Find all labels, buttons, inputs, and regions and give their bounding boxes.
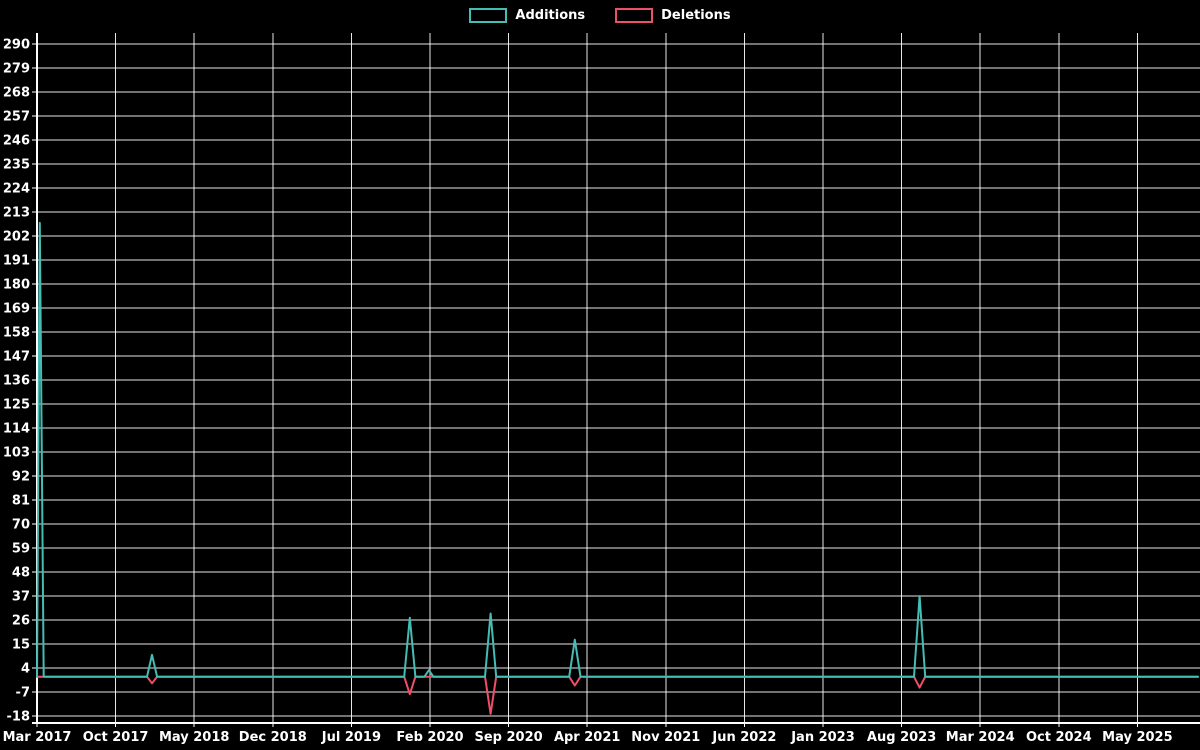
svg-text:-7: -7 — [16, 686, 30, 701]
svg-text:202: 202 — [3, 230, 30, 245]
svg-text:59: 59 — [12, 542, 30, 557]
svg-text:Jul 2019: Jul 2019 — [321, 730, 381, 745]
svg-text:Nov 2021: Nov 2021 — [631, 730, 700, 745]
svg-text:257: 257 — [3, 110, 30, 125]
additions-swatch-icon — [469, 8, 508, 23]
svg-text:Mar 2017: Mar 2017 — [3, 730, 72, 745]
svg-text:Jan 2023: Jan 2023 — [790, 730, 855, 745]
svg-text:Aug 2023: Aug 2023 — [867, 730, 936, 745]
svg-text:147: 147 — [3, 350, 30, 365]
series-additions — [36, 221, 1199, 678]
gridlines — [36, 33, 1200, 723]
legend-item-deletions[interactable]: Deletions — [615, 8, 731, 23]
svg-text:169: 169 — [3, 302, 30, 317]
svg-text:180: 180 — [3, 278, 30, 293]
deletions-swatch-icon — [615, 8, 654, 23]
legend-item-additions[interactable]: Additions — [469, 8, 585, 23]
svg-text:213: 213 — [3, 206, 30, 221]
svg-text:15: 15 — [12, 638, 30, 653]
svg-text:81: 81 — [12, 494, 30, 509]
svg-text:235: 235 — [3, 158, 30, 173]
svg-text:May 2018: May 2018 — [159, 730, 230, 745]
svg-text:May 2025: May 2025 — [1102, 730, 1173, 745]
svg-text:70: 70 — [12, 518, 30, 533]
svg-text:-18: -18 — [7, 710, 31, 725]
svg-text:Oct 2017: Oct 2017 — [83, 730, 149, 745]
svg-text:290: 290 — [3, 38, 30, 53]
svg-text:26: 26 — [12, 614, 30, 629]
x-axis-labels: Mar 2017 Oct 2017 May 2018 Dec 2018 Jul 2019… — [3, 730, 1173, 745]
svg-text:Dec 2018: Dec 2018 — [239, 730, 307, 745]
svg-text:114: 114 — [3, 422, 30, 437]
svg-text:92: 92 — [12, 470, 30, 485]
svg-text:Apr 2021: Apr 2021 — [554, 730, 621, 745]
series-deletions — [36, 675, 1199, 715]
y-axis-labels: -18 -7 4 15 26 37 48 59 70 81 92 103 114 125 136 147 158… — [3, 38, 30, 725]
svg-text:4: 4 — [21, 662, 30, 677]
svg-text:Sep 2020: Sep 2020 — [474, 730, 542, 745]
svg-text:Mar 2024: Mar 2024 — [946, 730, 1015, 745]
svg-text:158: 158 — [3, 326, 30, 341]
svg-text:125: 125 — [3, 398, 30, 413]
svg-text:103: 103 — [3, 446, 30, 461]
legend-label-additions: Additions — [515, 8, 586, 23]
svg-text:268: 268 — [3, 86, 30, 101]
svg-text:246: 246 — [3, 134, 30, 149]
svg-text:224: 224 — [3, 182, 30, 197]
legend-label-deletions: Deletions — [661, 8, 731, 23]
tick-marks — [32, 43, 1138, 727]
svg-text:Feb 2020: Feb 2020 — [396, 730, 463, 745]
chart-legend: Additions Deletions — [0, 8, 1200, 23]
svg-text:Jun 2022: Jun 2022 — [711, 730, 776, 745]
svg-text:48: 48 — [12, 566, 30, 581]
svg-text:191: 191 — [3, 254, 30, 269]
svg-text:136: 136 — [3, 374, 30, 389]
svg-text:Oct 2024: Oct 2024 — [1026, 730, 1092, 745]
svg-text:37: 37 — [12, 590, 30, 605]
svg-text:279: 279 — [3, 62, 30, 77]
